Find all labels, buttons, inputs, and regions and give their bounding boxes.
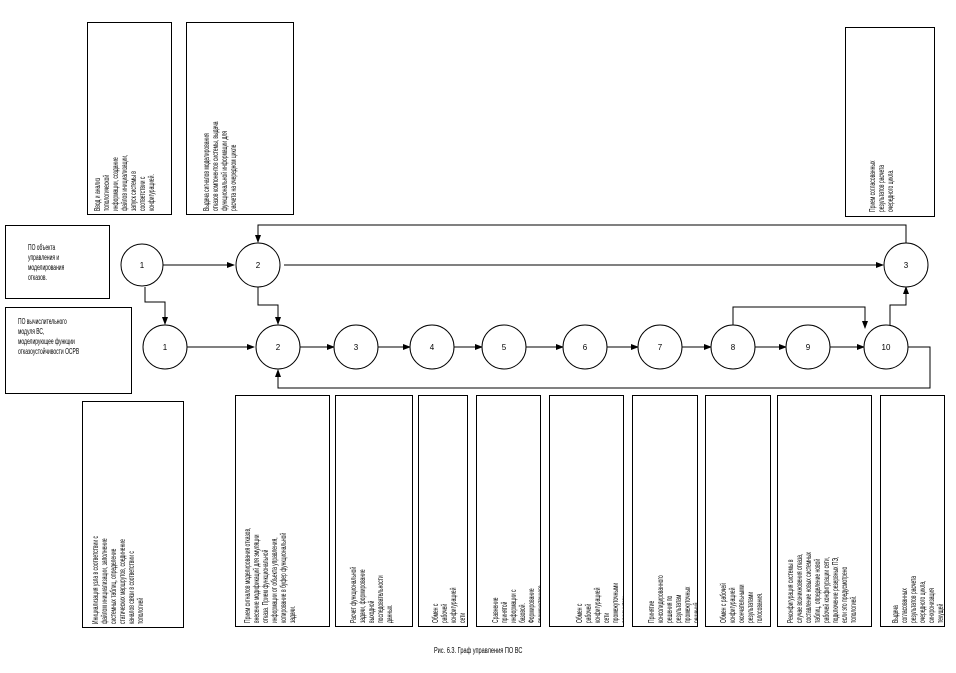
bottom-note-5-box: Сравнение принятой информации с базовой.…	[476, 395, 541, 627]
top-node-1-label: 1	[140, 261, 145, 270]
top-note-1-text: Ввод и анализ топологической информации,…	[93, 154, 156, 211]
bottom-node-5-label: 5	[502, 343, 507, 352]
bottom-node-1-label: 1	[163, 343, 168, 352]
bottom-note-10-box: Выдача согласованных результатов расчета…	[880, 395, 945, 627]
bottom-note-4-text: Обмен с рабочей конфигурацией сети сформ…	[431, 587, 467, 623]
figure-caption: Рис. 6.3. Граф управления ПО ВС	[0, 646, 956, 655]
bottom-node-6-label: 6	[583, 343, 588, 352]
bottom-node-5: 5	[481, 324, 527, 370]
bottom-node-1: 1	[142, 324, 188, 370]
top-node-2-label: 2	[256, 261, 261, 270]
bottom-note-5-text: Сравнение принятой информации с базовой.…	[491, 585, 541, 623]
bottom-node-9-label: 9	[806, 343, 811, 352]
bottom-node-10: 10	[863, 324, 909, 370]
bottom-node-8: 8	[710, 324, 756, 370]
top-node-3-label: 3	[904, 261, 909, 270]
top-note-2-text: Выдача сигналов моделирования отказов ко…	[202, 121, 238, 211]
bottom-node-7: 7	[637, 324, 683, 370]
object-po-label-box: ПО объекта управления и моделирования от…	[5, 225, 110, 299]
bottom-node-2-label: 2	[276, 343, 281, 352]
bottom-node-2: 2	[255, 324, 301, 370]
top-node-3: 3	[883, 242, 929, 288]
bottom-note-6-text: Обмен с рабочей конфигурацией сети проме…	[575, 582, 624, 623]
bottom-note-8-box: Обмен с рабочей конфигурацией окончатель…	[705, 395, 771, 627]
bottom-note-9-text: Реконфигурация системы в случае возникно…	[786, 551, 858, 623]
figure-caption-text: Рис. 6.3. Граф управления ПО ВС	[433, 646, 523, 655]
bottom-note-4-box: Обмен с рабочей конфигурацией сети сформ…	[418, 395, 468, 627]
bottom-node-3-label: 3	[354, 343, 359, 352]
compute-po-label-box: ПО вычислительного модуля ВС, моделирующ…	[5, 307, 132, 394]
bottom-node-4-label: 4	[430, 343, 435, 352]
bottom-note-left-box: Инициализация узла в соответствии с файл…	[82, 401, 184, 628]
object-po-label: ПО объекта управления и моделирования от…	[28, 243, 65, 282]
edge-t1-b1	[144, 287, 168, 325]
bottom-note-10-text: Выдача согласованных результатов расчета…	[891, 575, 945, 623]
top-note-3-box: Прием согласованных результатов расчета …	[845, 27, 935, 217]
bottom-note-2-box: Прием сигналов моделирования отказов, вн…	[235, 395, 330, 627]
bottom-note-left-text: Инициализация узла в соответствии с файл…	[91, 536, 145, 624]
bottom-note-7-box: Принятие консолидированного решения по р…	[632, 395, 698, 627]
bottom-note-7-text: Принятие консолидированного решения по р…	[647, 575, 698, 623]
bottom-node-6: 6	[562, 324, 608, 370]
top-node-1: 1	[120, 243, 164, 287]
edge-b10-t3	[889, 286, 909, 325]
bottom-node-4: 4	[409, 324, 455, 370]
edge-b10-b2-loop	[275, 346, 931, 389]
bottom-node-9: 9	[785, 324, 831, 370]
bottom-note-6-box: Обмен с рабочей конфигурацией сети проме…	[549, 395, 624, 627]
bottom-note-3-box: Расчет функциональной задачи, формирован…	[335, 395, 413, 627]
edge-t3-t2-feedback	[255, 224, 907, 245]
bottom-note-2-text: Прием сигналов моделирования отказов, вн…	[243, 527, 297, 623]
edge-b8-b10-bypass	[732, 306, 868, 329]
bottom-note-8-text: Обмен с рабочей конфигурацией окончатель…	[719, 583, 764, 623]
top-node-2: 2	[235, 242, 281, 288]
bottom-node-8-label: 8	[731, 343, 736, 352]
bottom-node-3: 3	[333, 324, 379, 370]
top-note-3-text: Прием согласованных результатов расчета …	[868, 160, 895, 212]
bottom-node-10-label: 10	[882, 343, 891, 352]
top-note-2-box: Выдача сигналов моделирования отказов ко…	[186, 22, 294, 215]
compute-po-label: ПО вычислительного модуля ВС, моделирующ…	[18, 317, 80, 356]
bottom-node-7-label: 7	[658, 343, 663, 352]
edge-t2-b2	[257, 287, 281, 325]
bottom-note-9-box: Реконфигурация системы в случае возникно…	[777, 395, 872, 627]
bottom-note-3-text: Расчет функциональной задачи, формирован…	[349, 566, 394, 623]
top-note-1-box: Ввод и анализ топологической информации,…	[87, 22, 172, 215]
